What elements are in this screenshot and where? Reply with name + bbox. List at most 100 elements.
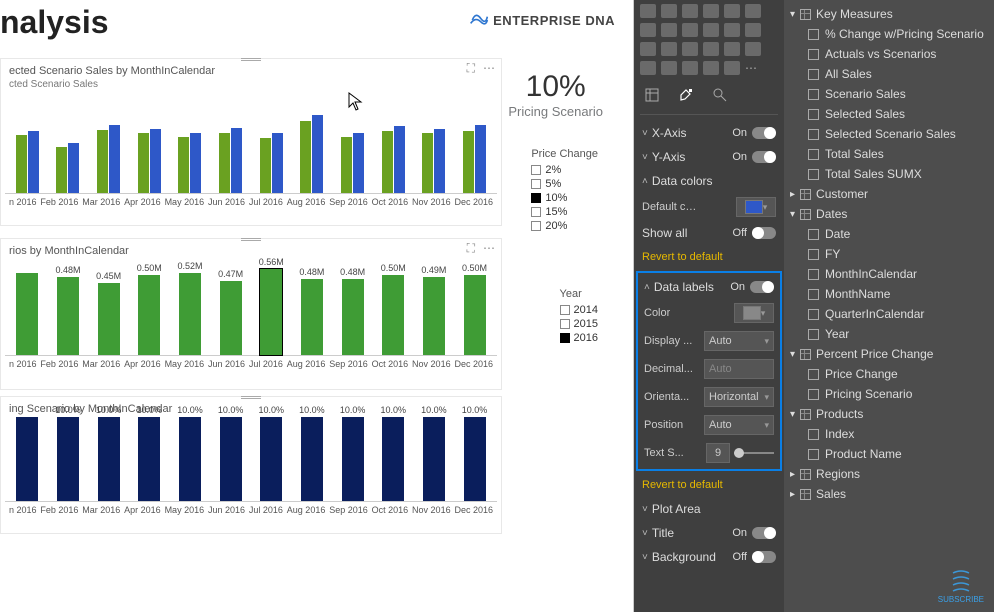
table-dates[interactable]: ▾Dates [786,204,992,224]
viz-icon[interactable] [724,4,740,18]
field-item[interactable]: Scenario Sales [786,84,992,104]
bar[interactable] [16,417,38,501]
bar[interactable]: 0.56M [260,269,282,355]
viz-icon[interactable] [661,23,677,37]
viz-icon[interactable] [682,42,698,56]
toggle[interactable]: On [732,527,776,539]
bar-group[interactable] [382,126,405,193]
bar[interactable]: 0.49M [423,277,445,355]
bar[interactable]: 0.50M [138,275,160,355]
kpi-card[interactable]: 10% Pricing Scenario [508,70,603,119]
revert-link[interactable]: Revert to default [640,473,778,497]
bar[interactable]: 0.52M [179,273,201,355]
bar[interactable]: 10.0% [301,417,323,501]
table-percent-price-change[interactable]: ▾Percent Price Change [786,344,992,364]
slicer-price-change[interactable]: Price Change 2%5%10%15%20% [531,148,598,234]
section-data-colors[interactable]: ˄Data colors [640,169,778,193]
field-item[interactable]: FY [786,244,992,264]
slicer-option[interactable]: 2016 [560,332,598,344]
toggle-data-labels[interactable]: On [730,281,774,293]
section-plot-area[interactable]: ˅Plot Area [640,497,778,521]
dropdown[interactable]: Auto▾ [704,331,774,351]
bar-group[interactable] [260,133,283,193]
viz-icon[interactable] [640,4,656,18]
bar[interactable]: 10.0% [220,417,242,501]
field-item[interactable]: Price Change [786,364,992,384]
more-options-icon[interactable]: ⋯ [483,241,495,256]
slicer-option[interactable]: 2% [531,164,598,176]
bar-group[interactable] [56,143,79,193]
bar-group[interactable] [16,131,39,193]
bar-group[interactable] [422,129,445,193]
slicer-option[interactable]: 2014 [560,304,598,316]
bar[interactable]: 10.0% [423,417,445,501]
tab-analytics-icon[interactable] [712,87,728,106]
dropdown[interactable]: Horizontal▾ [704,387,774,407]
viz-icon[interactable] [682,23,698,37]
viz-icon[interactable] [745,23,761,37]
section-y-axis[interactable]: ˅Y-AxisOn [640,145,778,169]
drag-handle-icon[interactable] [241,237,261,241]
bar-group[interactable] [300,115,323,193]
viz-icon[interactable] [703,23,719,37]
bar[interactable] [16,273,38,355]
dropdown[interactable]: Auto▾ [704,415,774,435]
slicer-option[interactable]: 5% [531,178,598,190]
text-input[interactable]: Auto [704,359,774,379]
table-regions[interactable]: ▸Regions [786,464,992,484]
field-item[interactable]: Selected Scenario Sales [786,124,992,144]
field-item[interactable]: MonthInCalendar [786,264,992,284]
viz-icon[interactable] [682,4,698,18]
field-item[interactable]: All Sales [786,64,992,84]
field-item[interactable]: Pricing Scenario [786,384,992,404]
viz-icon[interactable] [745,4,761,18]
table-key-measures[interactable]: ▾Key Measures [786,4,992,24]
field-item[interactable]: QuarterInCalendar [786,304,992,324]
bar-group[interactable] [463,125,486,193]
revert-link[interactable]: Revert to default [640,245,778,269]
more-options-icon[interactable]: ⋯ [483,61,495,76]
slicer-option[interactable]: 15% [531,206,598,218]
bar[interactable]: 10.0% [260,417,282,501]
viz-icon[interactable] [745,42,761,56]
viz-icon[interactable] [640,42,656,56]
bar[interactable]: 0.48M [342,279,364,355]
bar[interactable]: 0.48M [57,277,79,355]
drag-handle-icon[interactable] [241,395,261,399]
viz-icon[interactable] [661,61,677,75]
chart-scenarios[interactable]: ⛶ ⋯ rios by MonthInCalendar 0.48M0.45M0.… [0,238,502,390]
bar[interactable]: 0.45M [98,283,120,355]
toggle[interactable]: Off [733,551,776,563]
section-background[interactable]: ˅BackgroundOff [640,545,778,569]
field-item[interactable]: Total Sales [786,144,992,164]
color-picker[interactable]: ▾ [734,303,774,323]
viz-icon[interactable] [724,61,740,75]
viz-icon[interactable] [640,23,656,37]
table-products[interactable]: ▾Products [786,404,992,424]
bar[interactable]: 0.50M [464,275,486,355]
table-customer[interactable]: ▸Customer [786,184,992,204]
section-data-labels[interactable]: ˄Data labels On [642,275,776,299]
tab-format-icon[interactable] [678,87,694,106]
chart-scenario-sales[interactable]: ⛶ ⋯ ected Scenario Sales by MonthInCalen… [0,58,502,226]
tab-fields-icon[interactable] [644,87,660,106]
viz-icon[interactable] [703,4,719,18]
field-item[interactable]: Year [786,324,992,344]
slicer-option[interactable]: 10% [531,192,598,204]
viz-icon[interactable] [661,42,677,56]
bar[interactable]: 10.0% [464,417,486,501]
bar-group[interactable] [97,125,120,193]
focus-mode-icon[interactable]: ⛶ [467,61,475,76]
drag-handle-icon[interactable] [241,57,261,61]
bar[interactable]: 10.0% [138,417,160,501]
bar[interactable]: 0.47M [220,281,242,355]
bar-group[interactable] [138,129,161,193]
bar[interactable]: 10.0% [342,417,364,501]
field-item[interactable]: Date [786,224,992,244]
section-title[interactable]: ˅TitleOn [640,521,778,545]
viz-icon[interactable] [682,61,698,75]
field-item[interactable]: Product Name [786,444,992,464]
toggle-show-all[interactable]: Off [733,227,776,239]
viz-icon[interactable] [640,61,656,75]
slider[interactable]: 9 [706,443,774,463]
